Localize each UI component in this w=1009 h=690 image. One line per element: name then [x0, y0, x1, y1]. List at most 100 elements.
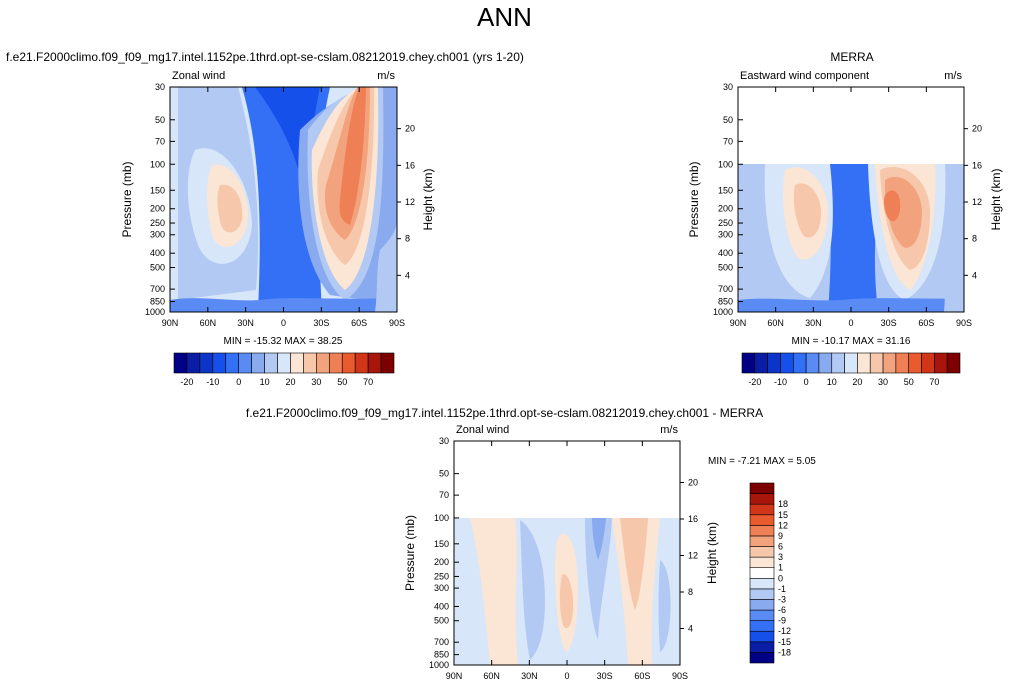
pressure-tick-label: 200: [718, 204, 733, 214]
colorbar-swatch: [792, 352, 807, 374]
colorbar-swatch: [749, 503, 775, 516]
lat-tick-label: 60N: [483, 671, 500, 681]
colorbar-swatch: [749, 599, 775, 611]
obs-plot-area: [738, 164, 964, 312]
colorbar-swatch: [749, 641, 775, 653]
case-surface-easterly: [170, 298, 397, 312]
lat-tick-label: 60S: [634, 671, 650, 681]
y-axis-label: Pressure (mb): [403, 515, 417, 591]
lat-tick-label: 30S: [597, 671, 613, 681]
case-min-max: MIN = -15.32 MAX = 38.25: [224, 336, 343, 347]
lat-tick-label: 30N: [805, 318, 822, 328]
colorbar-swatch: [749, 567, 775, 579]
pressure-tick-label: 30: [723, 82, 733, 92]
height-tick-label: 16: [688, 514, 698, 524]
case-units-label: m/s: [377, 70, 395, 82]
colorbar-swatch: [749, 588, 775, 600]
colorbar-swatch: [749, 535, 775, 547]
pressure-tick-label: 70: [723, 136, 733, 146]
pressure-tick-label: 300: [434, 583, 449, 593]
obs-field-label: Eastward wind component: [740, 70, 869, 82]
colorbar-swatch: [749, 525, 775, 537]
colorbar-swatch: [173, 352, 188, 374]
colorbar-swatch: [754, 352, 768, 374]
pressure-tick-label: 70: [439, 490, 449, 500]
obs-panel: 3050701001502002503004005007008501000481…: [687, 70, 1003, 387]
colorbar-swatch: [869, 352, 884, 374]
pressure-tick-label: 150: [434, 539, 449, 549]
colorbar-swatch: [805, 352, 820, 374]
pressure-tick-label: 150: [718, 185, 733, 195]
colorbar-label: 10: [260, 377, 270, 387]
colorbar-swatch: [303, 352, 317, 374]
colorbar-swatch: [844, 352, 858, 374]
lat-tick-label: 60N: [767, 318, 784, 328]
colorbar-swatch: [749, 556, 775, 569]
lat-tick-label: 30N: [237, 318, 254, 328]
colorbar-swatch: [857, 352, 871, 374]
height-tick-label: 16: [972, 160, 982, 170]
colorbar-swatch: [818, 352, 833, 374]
diff-units-label: m/s: [660, 424, 678, 436]
height-tick-label: 16: [405, 160, 415, 170]
diff-neg-3: [592, 518, 606, 560]
diff-nh-positive: [470, 518, 518, 665]
height-tick-label: 8: [688, 587, 693, 597]
colorbar-label: 10: [827, 377, 837, 387]
colorbar-label: 0: [804, 377, 809, 387]
lat-tick-label: 0: [564, 671, 569, 681]
diff-neg-1: [520, 520, 545, 660]
pressure-tick-label: 700: [150, 284, 165, 294]
colorbar-swatch: [767, 352, 781, 374]
y2-axis-label: Height (km): [989, 168, 1003, 230]
lat-tick-label: 0: [281, 318, 286, 328]
pressure-tick-label: 100: [434, 513, 449, 523]
pressure-tick-label: 100: [150, 159, 165, 169]
lat-tick-label: 60N: [200, 318, 217, 328]
y-axis-label: Pressure (mb): [120, 161, 134, 237]
height-tick-label: 4: [972, 270, 977, 280]
pressure-tick-label: 300: [718, 230, 733, 240]
colorbar-swatch: [238, 352, 252, 374]
colorbar-label: 18: [778, 499, 788, 509]
lat-tick-label: 0: [848, 318, 853, 328]
pressure-tick-label: 700: [434, 637, 449, 647]
colorbar-label: 0: [778, 573, 783, 583]
height-tick-label: 8: [972, 234, 977, 244]
height-tick-label: 12: [688, 550, 698, 560]
colorbar-swatch: [341, 352, 356, 374]
colorbar-swatch: [316, 352, 330, 374]
obs-easterly-band: [825, 164, 885, 312]
height-tick-label: 20: [688, 477, 698, 487]
pressure-tick-label: 1000: [713, 307, 733, 317]
case-axes: 3050701001502002503004005007008501000481…: [120, 82, 435, 328]
diff-plot-area: [454, 518, 680, 665]
height-tick-label: 20: [972, 124, 982, 134]
colorbar-label: -20: [748, 377, 761, 387]
colorbar-swatch: [934, 352, 948, 374]
colorbar-label: 20: [852, 377, 862, 387]
colorbar-label: 9: [778, 531, 783, 541]
colorbar-swatch: [354, 352, 369, 374]
colorbar-swatch: [780, 352, 794, 374]
colorbar-label: 6: [778, 542, 783, 552]
lat-tick-label: 90S: [956, 318, 972, 328]
pressure-tick-label: 30: [439, 436, 449, 446]
pressure-tick-label: 400: [434, 601, 449, 611]
lat-tick-label: 60S: [351, 318, 367, 328]
case-nh-jet-3: [217, 184, 243, 233]
colorbar-label: 1: [778, 563, 783, 573]
pressure-tick-label: 850: [434, 650, 449, 660]
case-sh-jet-5: [339, 87, 366, 225]
pressure-tick-label: 50: [439, 469, 449, 479]
colorbar-swatch: [908, 352, 922, 374]
pressure-tick-label: 500: [718, 263, 733, 273]
colorbar-swatch: [749, 493, 775, 505]
height-tick-label: 12: [405, 197, 415, 207]
pressure-tick-label: 850: [718, 297, 733, 307]
colorbar-swatch: [380, 352, 395, 374]
colorbar-label: -9: [778, 616, 786, 626]
lat-tick-label: 90N: [730, 318, 747, 328]
colorbar-label: 15: [778, 510, 788, 520]
colorbar-label: -1: [778, 584, 786, 594]
